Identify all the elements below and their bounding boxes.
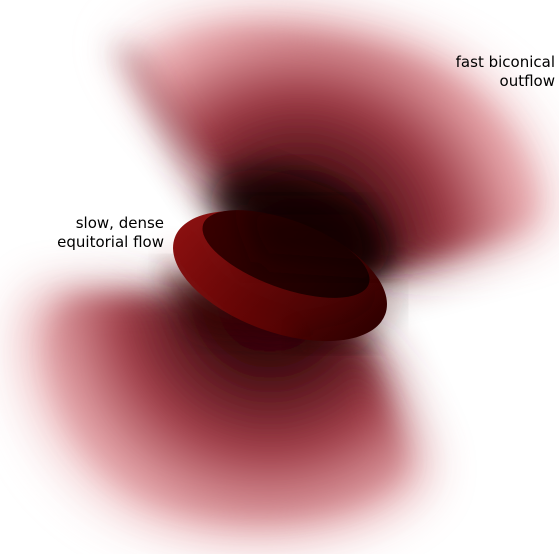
equatorial-label-line2: equitorial flow — [57, 233, 164, 251]
outflow-label-line1: fast biconical — [455, 53, 555, 71]
upper-cone-front — [238, 205, 380, 270]
equatorial-label-line1: slow, dense — [75, 214, 164, 232]
equatorial-flow-label: slow, dense equitorial flow — [47, 214, 164, 252]
outflow-label-line2: outflow — [499, 72, 555, 90]
outflow-label: fast biconical outflow — [456, 53, 555, 91]
